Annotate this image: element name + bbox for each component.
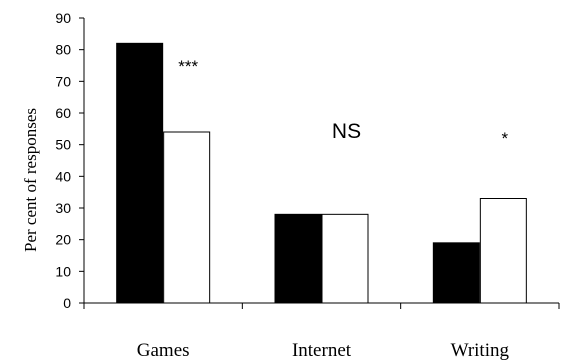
bar-series-2: [163, 131, 211, 304]
x-category-label: Games: [137, 340, 190, 361]
x-category-label: Writing: [451, 340, 510, 361]
bars: [116, 42, 527, 304]
x-category-label: Internet: [292, 340, 352, 361]
y-tick-label: 40: [55, 168, 71, 184]
significance-annotation: *: [502, 129, 509, 148]
y-tick-label: 70: [55, 73, 71, 89]
y-tick-label: 60: [55, 105, 71, 121]
annotations: *** NS *: [178, 57, 508, 148]
significance-annotation: ***: [178, 57, 198, 76]
y-tick-label: 80: [55, 42, 71, 58]
y-tick-label: 30: [55, 200, 71, 216]
y-tick-label: 20: [55, 232, 71, 248]
y-axis-label: Per cent of responses: [21, 108, 40, 252]
bar-series-1: [432, 242, 480, 304]
bar-series-1: [116, 42, 164, 304]
y-axis: 0 10 20 30 40 50 60 70 80 90: [55, 10, 85, 311]
y-tick-label: 0: [63, 295, 71, 311]
y-tick-label: 90: [55, 10, 71, 26]
y-tick-label: 50: [55, 137, 71, 153]
x-axis: Games Internet Writing: [83, 302, 560, 361]
y-tick-label: 10: [55, 263, 71, 279]
significance-annotation: NS: [332, 120, 361, 143]
bar-series-2: [479, 198, 527, 304]
bar-series-2: [321, 213, 369, 304]
bar-series-1: [274, 213, 322, 304]
